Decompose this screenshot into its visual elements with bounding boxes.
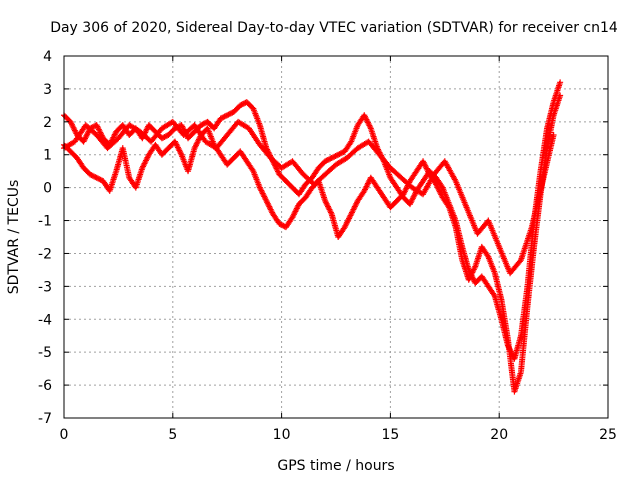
data-point xyxy=(87,171,94,178)
data-point-interp xyxy=(199,121,206,128)
x-axis-label: GPS time / hours xyxy=(277,458,394,474)
data-point-interp xyxy=(218,114,225,121)
data-point-interp xyxy=(226,110,233,117)
x-tick-label: 0 xyxy=(60,427,69,443)
data-point-interp xyxy=(336,151,343,158)
grid-lines xyxy=(64,56,608,418)
x-tick-label: 10 xyxy=(273,427,291,443)
data-point xyxy=(217,115,224,122)
data-point-interp xyxy=(162,133,169,140)
data-point-interp xyxy=(323,157,330,164)
data-point xyxy=(198,122,205,129)
data-point-interp xyxy=(327,155,334,162)
data-point-interp xyxy=(97,176,104,183)
data-point-interp xyxy=(329,154,336,161)
y-tick-label: -5 xyxy=(38,345,52,361)
data-point-interp xyxy=(225,111,232,118)
data-point-interp xyxy=(332,153,339,160)
y-tick-label: -2 xyxy=(38,246,52,262)
data-point xyxy=(335,151,342,158)
data-point-interp xyxy=(238,101,245,108)
y-tick-label: -3 xyxy=(38,279,52,295)
data-point xyxy=(276,220,283,227)
data-point-interp xyxy=(220,114,227,121)
data-point-interp xyxy=(221,113,228,120)
data-point xyxy=(550,131,557,138)
data-point-interp xyxy=(89,172,96,179)
data-point xyxy=(557,92,564,99)
data-series-2 xyxy=(61,92,564,395)
y-tick-label: -6 xyxy=(38,378,52,394)
data-point-interp xyxy=(239,101,246,108)
data-point-interp xyxy=(331,153,338,160)
data-point-interp xyxy=(161,133,168,140)
data-points xyxy=(61,79,564,395)
data-point xyxy=(237,102,244,109)
data-point-interp xyxy=(91,173,98,180)
y-tick-label: 3 xyxy=(43,82,52,98)
y-tick-label: -4 xyxy=(38,312,52,328)
data-point xyxy=(224,112,231,119)
x-tick-label: 5 xyxy=(168,427,177,443)
data-point-interp xyxy=(277,221,284,228)
y-tick-label: -1 xyxy=(38,214,52,230)
data-point-interp xyxy=(324,156,331,163)
y-tick-label: 4 xyxy=(43,49,52,65)
x-tick-label: 20 xyxy=(490,427,508,443)
data-point-interp xyxy=(333,152,340,159)
data-point-interp xyxy=(228,110,235,117)
x-tick-label: 15 xyxy=(381,427,399,443)
data-series-3 xyxy=(61,118,557,277)
data-point-interp xyxy=(326,156,333,163)
data-point xyxy=(322,158,329,165)
plot-frame xyxy=(63,55,609,419)
y-tick-label: -7 xyxy=(38,411,52,427)
data-point-interp xyxy=(222,112,229,119)
y-tick-label: 1 xyxy=(43,148,52,164)
data-point-interp xyxy=(92,174,99,181)
data-point-interp xyxy=(339,149,346,156)
data-point-interp xyxy=(337,150,344,157)
data-point xyxy=(93,174,100,181)
data-point-interp xyxy=(200,120,207,127)
data-point-interp xyxy=(88,172,95,179)
chart-title: Day 306 of 2020, Sidereal Day-to-day VTE… xyxy=(50,20,618,36)
data-point-interp xyxy=(94,175,101,182)
data-point-interp xyxy=(160,134,167,141)
y-axis-label: SDTVAR / TECUs xyxy=(6,180,22,295)
y-tick-label: 0 xyxy=(43,181,52,197)
y-tick-label: 2 xyxy=(43,115,52,131)
data-point-interp xyxy=(96,176,103,183)
x-tick-label: 25 xyxy=(599,427,617,443)
data-point xyxy=(328,155,335,162)
data-point xyxy=(158,135,165,142)
data-point xyxy=(557,79,564,86)
